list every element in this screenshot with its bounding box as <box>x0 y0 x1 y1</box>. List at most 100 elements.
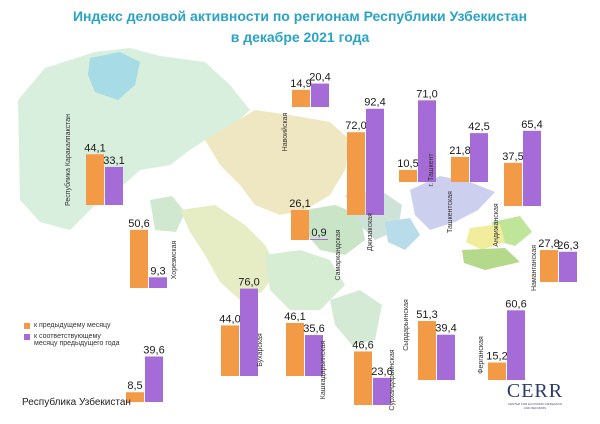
cerr-logo: CERR CENTER FOR ECONOMIC RESEARCH AND RE… <box>505 380 565 410</box>
region-10-value-prev-year: 42,5 <box>468 121 489 133</box>
uzbekistan-label: Республика Узбекистан <box>22 397 131 408</box>
region-5-bar-prev-month <box>347 132 365 215</box>
kashkadarya-region <box>265 250 345 310</box>
tashkent-region <box>410 176 495 230</box>
region-10-bar-prev-month <box>451 156 469 182</box>
region-6-bar-prev-year <box>305 335 323 376</box>
region-13-bar-prev-year <box>507 310 525 380</box>
region-13-bar-prev-month <box>488 362 506 380</box>
region-8-label: Сырдарьинская <box>403 299 410 351</box>
region-1-value-prev-month: 50,6 <box>128 218 149 230</box>
region-8-value-prev-year: 39,4 <box>435 323 456 335</box>
region-10-label: Ташкентская <box>447 191 454 233</box>
cerr-logo-text: CERR <box>506 380 564 402</box>
region-7-value-prev-month: 46,6 <box>352 339 373 351</box>
region-5-label: Джизакская <box>367 213 374 251</box>
region-7-bar-prev-month <box>354 351 372 405</box>
region-2-bar-prev-month <box>292 89 310 107</box>
aral-sea <box>88 52 140 100</box>
region-8-value-prev-month: 51,3 <box>416 309 437 321</box>
navoi-region <box>205 110 350 215</box>
region-13-value-prev-month: 15,2 <box>486 351 507 363</box>
region-4-value-prev-year: 0,9 <box>311 227 326 239</box>
region-7-value-prev-year: 23,6 <box>371 366 392 378</box>
region-0-bar-prev-year <box>105 166 123 205</box>
region-3-bar-prev-year <box>240 288 258 376</box>
region-9-value-prev-month: 10,5 <box>397 158 418 170</box>
region-6-label: Кашкадарьинская <box>320 341 327 400</box>
region-3-value-prev-year: 76,0 <box>238 277 259 289</box>
region-14-bar-prev-year <box>145 356 163 402</box>
legend-label-prev-year: к соответствующему месяцу предыдущего го… <box>34 333 120 347</box>
region-12-bar-prev-month <box>540 250 558 282</box>
region-0-label: Республика Каракалпакстан <box>64 114 72 206</box>
region-7-bar-prev-year <box>373 377 391 405</box>
region-4-value-prev-month: 26,1 <box>289 198 310 210</box>
chart-legend: к предыдущему месяцу к соответствующему … <box>24 322 122 351</box>
region-6-value-prev-month: 46,1 <box>284 311 305 323</box>
legend-swatch-prev-year <box>24 334 30 340</box>
bukhara-region <box>180 205 278 300</box>
region-5-bar-prev-year <box>366 108 384 215</box>
region-6-bar-prev-month <box>286 322 304 376</box>
syrdarya-region <box>385 218 420 250</box>
region-12-label: Наманганская <box>531 245 538 291</box>
samarkand-region <box>305 205 365 255</box>
legend-item-prev-year: к соответствующему месяцу предыдущего го… <box>24 333 122 347</box>
region-3-bar-prev-month <box>221 325 239 376</box>
region-5-value-prev-year: 92,4 <box>364 97 385 109</box>
region-11-value-prev-month: 37,5 <box>502 151 523 163</box>
karakalpakstan-region <box>18 48 250 230</box>
surkhandarya-region <box>330 290 382 345</box>
region-10-value-prev-month: 21,8 <box>449 145 470 157</box>
region-9-bar-prev-year <box>418 100 436 182</box>
region-2-value-prev-year: 20,4 <box>309 72 330 84</box>
region-4-label: Самаркандская <box>335 229 342 280</box>
region-7-label: Сурхандарьинская <box>389 349 396 410</box>
region-14-bar-prev-month <box>126 392 144 402</box>
chart-title-line2: в декабре 2021 года <box>230 29 370 45</box>
region-0-value-prev-month: 44,1 <box>84 142 105 154</box>
region-9-label: г. Ташкент <box>428 153 435 187</box>
region-13-value-prev-year: 60,6 <box>505 298 526 310</box>
region-6-value-prev-year: 35,6 <box>303 323 324 335</box>
region-0-value-prev-year: 33,1 <box>103 155 124 167</box>
region-3-label: Бухарская <box>257 333 264 367</box>
legend-item-prev-month: к предыдущему месяцу <box>24 322 122 329</box>
region-1-value-prev-year: 9,3 <box>150 265 165 277</box>
region-12-value-prev-month: 27,8 <box>538 238 559 250</box>
region-8-bar-prev-month <box>418 321 436 380</box>
region-14-value-prev-year: 39,6 <box>143 344 164 356</box>
region-11-bar-prev-month <box>504 162 522 206</box>
region-2-bar-prev-year <box>311 83 329 107</box>
region-1-label: Хорезмская <box>171 241 178 280</box>
region-13-label: Ферганская <box>478 336 485 374</box>
cerr-logo-subtext: CENTER FOR ECONOMIC RESEARCH AND REFORMS <box>507 402 563 410</box>
legend-swatch-prev-month <box>24 323 30 329</box>
region-11-label: Андижанская <box>493 203 500 247</box>
khorezm-region <box>150 196 185 232</box>
region-1-bar-prev-month <box>130 229 148 288</box>
namangan-region <box>466 224 505 250</box>
region-4-bar-prev-month <box>291 209 309 240</box>
region-11-value-prev-year: 65,4 <box>521 119 542 131</box>
region-2-value-prev-month: 14,9 <box>290 78 311 90</box>
region-0-bar-prev-month <box>86 154 104 205</box>
region-11-bar-prev-year <box>523 130 541 206</box>
region-10-bar-prev-year <box>470 133 488 182</box>
region-9-value-prev-year: 71,0 <box>416 88 437 100</box>
fergana-region <box>462 248 520 270</box>
region-2-label: Навоийская <box>281 112 289 151</box>
region-8-bar-prev-year <box>437 334 455 380</box>
region-4-bar-prev-year <box>310 238 328 240</box>
legend-label-prev-month: к предыдущему месяцу <box>34 322 111 329</box>
region-3-value-prev-month: 44,0 <box>219 313 240 325</box>
region-1-bar-prev-year <box>149 277 167 288</box>
region-12-value-prev-year: 26,3 <box>557 240 578 252</box>
chart-title-line1: Индекс деловой активности по регионам Ре… <box>72 8 528 24</box>
region-5-value-prev-month: 72,0 <box>345 120 366 132</box>
region-12-bar-prev-year <box>559 251 577 282</box>
region-9-bar-prev-month <box>399 169 417 182</box>
